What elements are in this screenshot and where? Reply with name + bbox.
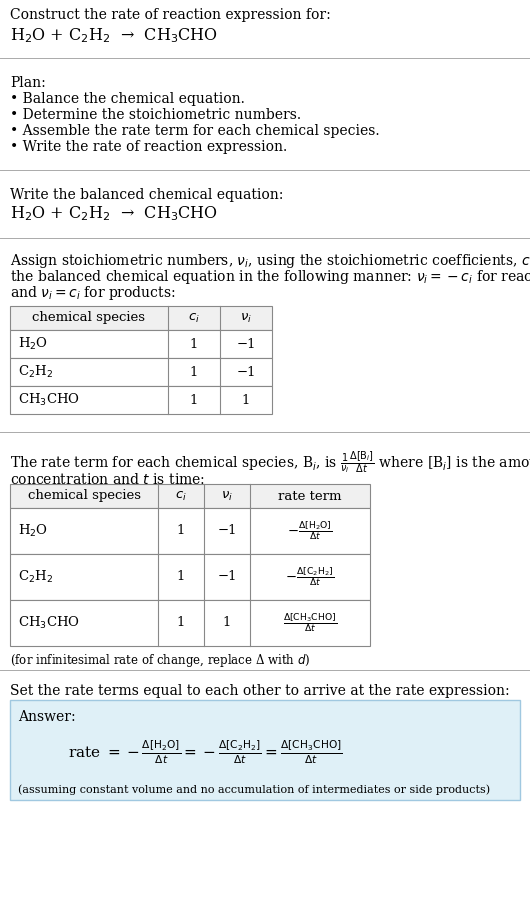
- Text: H$_2$O + C$_2$H$_2$  →  CH$_3$CHO: H$_2$O + C$_2$H$_2$ → CH$_3$CHO: [10, 26, 218, 45]
- Text: (assuming constant volume and no accumulation of intermediates or side products): (assuming constant volume and no accumul…: [18, 784, 490, 794]
- Text: Answer:: Answer:: [18, 710, 76, 724]
- Bar: [10, 358, 272, 386]
- Text: $\nu_i$: $\nu_i$: [221, 490, 233, 502]
- Text: 1: 1: [242, 393, 250, 407]
- Text: rate $= -\frac{\Delta[\mathrm{H_2O}]}{\Delta t} = -\frac{\Delta[\mathrm{C_2H_2}]: rate $= -\frac{\Delta[\mathrm{H_2O}]}{\D…: [68, 738, 343, 766]
- Text: chemical species: chemical species: [32, 311, 146, 325]
- Text: $c_i$: $c_i$: [188, 311, 200, 325]
- Text: −1: −1: [236, 338, 256, 350]
- Text: 1: 1: [190, 393, 198, 407]
- Text: −1: −1: [236, 366, 256, 379]
- Text: Write the balanced chemical equation:: Write the balanced chemical equation:: [10, 188, 284, 202]
- Text: • Write the rate of reaction expression.: • Write the rate of reaction expression.: [10, 140, 287, 154]
- Bar: [10, 386, 272, 414]
- Text: 1: 1: [177, 524, 185, 538]
- Text: Plan:: Plan:: [10, 76, 46, 90]
- Text: Set the rate terms equal to each other to arrive at the rate expression:: Set the rate terms equal to each other t…: [10, 684, 510, 698]
- Bar: [10, 508, 370, 554]
- Text: rate term: rate term: [278, 490, 342, 502]
- Text: C$_2$H$_2$: C$_2$H$_2$: [18, 364, 53, 380]
- Text: The rate term for each chemical species, B$_i$, is $\frac{1}{\nu_i}\frac{\Delta[: The rate term for each chemical species,…: [10, 450, 530, 476]
- Bar: [10, 600, 370, 646]
- Text: CH$_3$CHO: CH$_3$CHO: [18, 615, 80, 631]
- FancyBboxPatch shape: [10, 700, 520, 800]
- Text: $-\frac{\Delta[\mathrm{C_2H_2}]}{\Delta t}$: $-\frac{\Delta[\mathrm{C_2H_2}]}{\Delta …: [286, 565, 334, 589]
- Text: • Determine the stoichiometric numbers.: • Determine the stoichiometric numbers.: [10, 108, 301, 122]
- Bar: [10, 554, 370, 600]
- Text: CH$_3$CHO: CH$_3$CHO: [18, 392, 80, 408]
- Text: 1: 1: [177, 571, 185, 583]
- Text: $\frac{\Delta[\mathrm{CH_3CHO}]}{\Delta t}$: $\frac{\Delta[\mathrm{CH_3CHO}]}{\Delta …: [283, 612, 337, 634]
- Text: 1: 1: [223, 616, 231, 630]
- Text: H$_2$O + C$_2$H$_2$  →  CH$_3$CHO: H$_2$O + C$_2$H$_2$ → CH$_3$CHO: [10, 204, 218, 223]
- Text: $-\frac{\Delta[\mathrm{H_2O}]}{\Delta t}$: $-\frac{\Delta[\mathrm{H_2O}]}{\Delta t}…: [287, 520, 333, 542]
- Text: concentration and $t$ is time:: concentration and $t$ is time:: [10, 472, 205, 487]
- Text: • Assemble the rate term for each chemical species.: • Assemble the rate term for each chemic…: [10, 124, 379, 138]
- Text: H$_2$O: H$_2$O: [18, 523, 48, 539]
- Text: chemical species: chemical species: [28, 490, 140, 502]
- Text: Construct the rate of reaction expression for:: Construct the rate of reaction expressio…: [10, 8, 331, 22]
- Text: (for infinitesimal rate of change, replace Δ with $d$): (for infinitesimal rate of change, repla…: [10, 652, 311, 669]
- Text: 1: 1: [177, 616, 185, 630]
- Bar: [10, 484, 370, 508]
- Text: and $\nu_i = c_i$ for products:: and $\nu_i = c_i$ for products:: [10, 284, 175, 302]
- Text: • Balance the chemical equation.: • Balance the chemical equation.: [10, 92, 245, 106]
- Text: −1: −1: [217, 524, 237, 538]
- Text: $c_i$: $c_i$: [175, 490, 187, 502]
- Text: the balanced chemical equation in the following manner: $\nu_i = -c_i$ for react: the balanced chemical equation in the fo…: [10, 268, 530, 286]
- Bar: [10, 306, 272, 330]
- Bar: [10, 330, 272, 358]
- Text: −1: −1: [217, 571, 237, 583]
- Text: H$_2$O: H$_2$O: [18, 336, 48, 352]
- Text: 1: 1: [190, 366, 198, 379]
- Text: 1: 1: [190, 338, 198, 350]
- Text: C$_2$H$_2$: C$_2$H$_2$: [18, 569, 53, 585]
- Text: $\nu_i$: $\nu_i$: [240, 311, 252, 325]
- Text: Assign stoichiometric numbers, $\nu_i$, using the stoichiometric coefficients, $: Assign stoichiometric numbers, $\nu_i$, …: [10, 252, 530, 270]
